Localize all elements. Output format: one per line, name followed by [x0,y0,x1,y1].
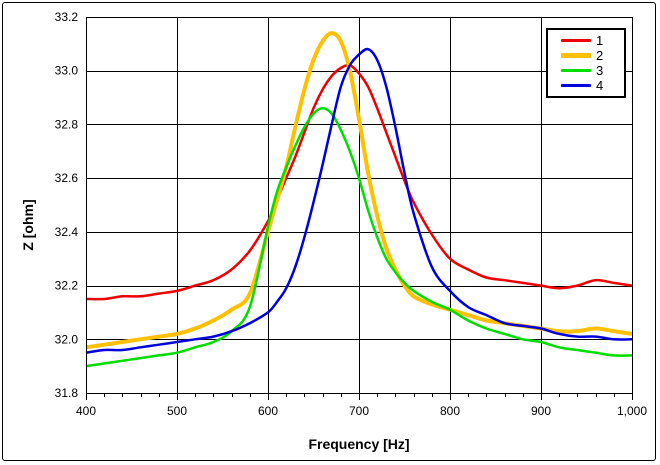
x-tick-label: 500 [167,404,187,418]
y-axis-title: Z [ohm] [20,199,36,251]
plot-frame [86,17,633,394]
x-axis-title: Frequency [Hz] [308,436,410,452]
y-tick-label: 33.0 [55,64,79,78]
legend-entry-2: 2 [548,48,624,63]
y-tick-label: 32.8 [55,117,79,131]
x-tick-label: 1,000 [617,404,647,418]
x-tick-label: 700 [349,404,369,418]
y-tick-label: 32.2 [55,279,79,293]
legend-swatch-series-2 [561,53,591,58]
legend-swatch-series-4 [561,84,591,87]
legend-label-series-1: 1 [596,33,604,48]
y-tick-label: 31.8 [55,386,79,400]
legend-label-series-4: 4 [596,78,604,93]
legend-entry-4: 4 [548,78,624,93]
x-tick-label: 900 [531,404,551,418]
x-tick-label: 800 [440,404,460,418]
legend-entry-1: 1 [548,33,624,48]
y-tick-label: 33.2 [55,10,79,24]
legend-entry-3: 3 [548,63,624,78]
x-tick-label: 400 [76,404,96,418]
legend-swatch-series-1 [561,39,591,42]
legend-label-series-2: 2 [596,48,604,63]
legend-label-series-3: 3 [596,63,604,78]
x-tick-label: 600 [258,404,278,418]
y-tick-label: 32.0 [55,332,79,346]
series-curve-3 [85,107,633,368]
series-curve-4 [85,47,633,354]
legend: 1 2 3 4 [546,28,626,98]
legend-swatch-series-3 [561,69,591,72]
y-tick-label: 32.4 [55,225,79,239]
y-tick-label: 32.6 [55,171,79,185]
